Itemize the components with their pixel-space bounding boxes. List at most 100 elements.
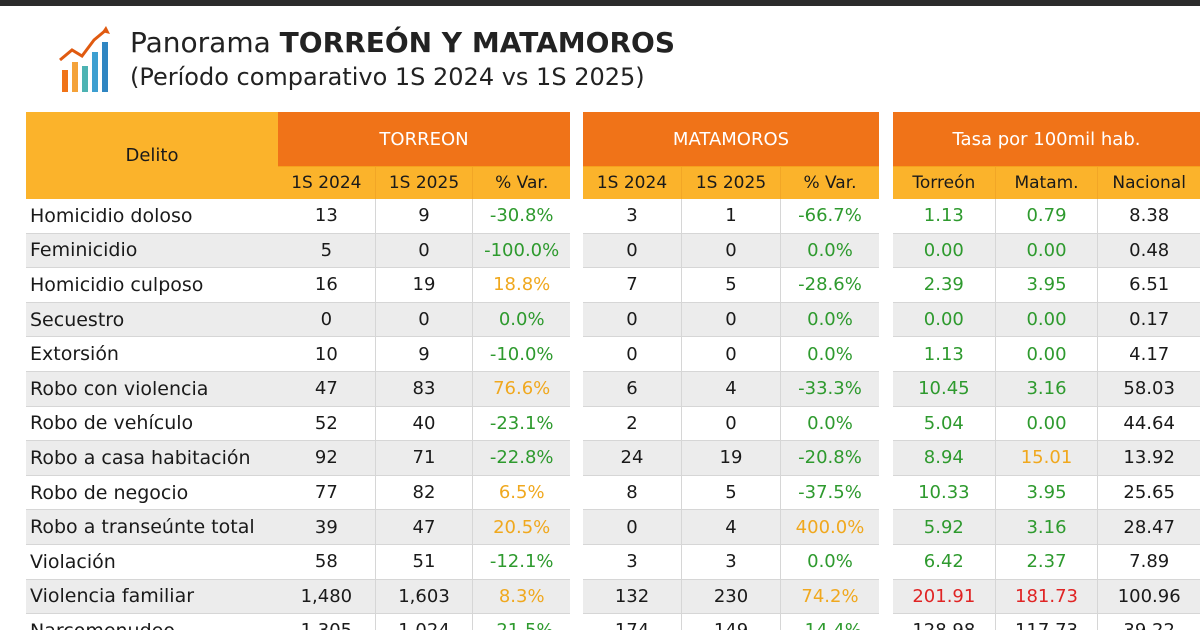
matamoros-cell-m24: 7: [583, 268, 682, 302]
tasa-cell-rm: 0.79: [996, 199, 1099, 233]
torreon-cell-tvar: 76.6%: [493, 378, 551, 400]
torreon-cell-t25: 1,024: [376, 614, 474, 630]
torreon-cell-t24: 39: [278, 510, 376, 544]
torreon-cell-t24: 92: [278, 441, 376, 475]
matamoros-cell-mvar: 0.0%: [807, 412, 853, 434]
tasa-cell-rm: 3.16: [996, 510, 1099, 544]
torreon-cell-t25: 0: [376, 233, 474, 268]
tasa-cell-rn: 0.17: [1129, 309, 1170, 331]
matamoros-table-row: 3 1 -66.7%: [583, 199, 879, 234]
delito-cell-delito: Violación: [30, 550, 116, 573]
torreon-cell-t25: 71: [376, 441, 474, 475]
torreon-cell-t25: 0: [376, 302, 474, 337]
tasa-table-row: 10.33 3.95 25.65: [893, 475, 1200, 511]
delito-table-row: Robo a casa habitación: [26, 441, 278, 476]
matamoros-cell-m24: 6: [583, 371, 682, 406]
matamoros-table-row: 132 230 74.2%: [583, 579, 879, 615]
torreon-table-row: 52 40 -23.1%: [278, 406, 570, 442]
matamoros-cell-m25: 5: [682, 475, 781, 510]
matamoros-cell-m24: 3: [583, 544, 682, 579]
tasa-cell-rt: 5.04: [893, 406, 996, 441]
matamoros-cell-m25: 3: [682, 544, 781, 579]
matamoros-table-row: 2 0 0.0%: [583, 406, 879, 442]
matamoros-table-row: 0 0 0.0%: [583, 233, 879, 269]
tasa-cell-rt: 1.13: [893, 199, 996, 233]
tasa-cell-rn: 39.22: [1098, 614, 1200, 630]
tasa-col-matamoros: Matam.: [996, 167, 1099, 199]
matamoros-header: MATAMOROS: [583, 112, 879, 166]
matamoros-cell-m24: 174: [583, 614, 682, 630]
tasa-cell-rt: 6.42: [893, 544, 996, 579]
delito-cell-delito: Extorsión: [30, 343, 119, 366]
matamoros-cell-m25: 0: [682, 406, 781, 441]
matamoros-panel: MATAMOROS 1S 2024 1S 2025 % Var. 3 1 -66.7…: [583, 112, 879, 630]
matamoros-cell-m25: 0: [682, 337, 781, 371]
torreon-table-row: 92 71 -22.8%: [278, 441, 570, 476]
torreon-table-row: 13 9 -30.8%: [278, 199, 570, 234]
matamoros-cell-mvar: -33.3%: [798, 378, 862, 400]
tasa-table-row: 201.91 181.73 100.96: [893, 579, 1200, 615]
torreon-cell-tvar: 0.0%: [498, 309, 545, 331]
tasa-table-row: 0.00 0.00 0.17: [893, 302, 1200, 338]
delito-cell-delito: Robo de vehículo: [30, 412, 194, 435]
torreon-table-row: 0 0 0.0%: [278, 302, 570, 338]
torreon-cell-t24: 5: [278, 233, 376, 268]
matamoros-table-row: 7 5 -28.6%: [583, 268, 879, 303]
matamoros-cell-m24: 132: [583, 579, 682, 614]
tasa-cell-rm: 117.73: [996, 614, 1099, 630]
tasa-cell-rm: 0.00: [996, 337, 1099, 371]
torreon-cell-t24: 58: [278, 544, 376, 579]
torreon-cell-tvar: 18.8%: [493, 274, 551, 296]
matamoros-cell-m24: 8: [583, 475, 682, 510]
delito-table-row: Robo de vehículo: [26, 407, 278, 442]
delito-cell-delito: Robo a casa habitación: [30, 446, 251, 469]
matamoros-table-row: 174149-14.4%: [583, 614, 879, 630]
tasa-cell-rt: 2.39: [893, 268, 996, 302]
delito-cell-delito: Narcomenudeo: [26, 614, 278, 630]
tasa-cell-rt: 10.45: [893, 371, 996, 406]
matamoros-cell-mvar: -37.5%: [798, 482, 862, 504]
torreon-subheader: 1S 2024 1S 2025 % Var.: [278, 166, 570, 199]
tasa-header: Tasa por 100mil hab.: [893, 112, 1200, 166]
matamoros-col-2024: 1S 2024: [583, 167, 682, 199]
tasa-cell-rt: 128.98: [893, 614, 996, 630]
torreon-cell-t24: 10: [278, 337, 376, 371]
torreon-panel: TORREON 1S 2024 1S 2025 % Var. 13 9 -30.8%…: [278, 112, 570, 630]
tasa-table-row: 0.00 0.00 0.48: [893, 233, 1200, 269]
tasa-table-row: 1.13 0.00 4.17: [893, 337, 1200, 372]
torreon-cell-tvar: -100.0%: [484, 239, 560, 261]
matamoros-cell-m25: 4: [682, 510, 781, 544]
tasa-col-nacional: Nacional: [1112, 173, 1186, 193]
matamoros-cell-mvar: 400.0%: [795, 516, 865, 538]
tasa-cell-rm: 0.00: [996, 406, 1099, 441]
torreon-table-row: 39 47 20.5%: [278, 510, 570, 545]
page-subtitle: (Período comparativo 1S 2024 vs 1S 2025): [130, 63, 645, 91]
torreon-cell-tvar: 8.3%: [498, 585, 545, 607]
delito-body: Homicidio doloso Feminicidio Homicidio cul…: [26, 199, 278, 630]
torreon-table-row: 1,480 1,603 8.3%: [278, 579, 570, 615]
delito-cell-delito: Homicidio culposo: [30, 273, 204, 296]
tasa-col-torreon: Torreón: [893, 167, 996, 199]
delito-table-row: Violación: [26, 545, 278, 580]
torreon-cell-tvar: -23.1%: [489, 412, 554, 434]
torreon-col-2025: 1S 2025: [376, 167, 474, 199]
torreon-body: 13 9 -30.8% 5 0 -100.0% 16 19 18.8% 0 0 0.0% 10 9 -10.…: [278, 199, 570, 630]
delito-table-row: Feminicidio: [26, 233, 278, 269]
delito-cell-delito: Feminicidio: [30, 239, 138, 262]
torreon-cell-t25: 82: [376, 475, 474, 510]
matamoros-table-row: 0 0 0.0%: [583, 302, 879, 338]
matamoros-table-row: 8 5 -37.5%: [583, 475, 879, 511]
matamoros-cell-m25: 0: [682, 233, 781, 268]
torreon-cell-tvar: 20.5%: [493, 516, 551, 538]
tasa-cell-rn: 25.65: [1123, 482, 1175, 504]
tasa-cell-rn: 0.48: [1129, 239, 1170, 261]
tasa-table-row: 1.13 0.79 8.38: [893, 199, 1200, 234]
matamoros-cell-m25: 19: [682, 441, 781, 475]
tasa-cell-rn: 58.03: [1123, 378, 1175, 400]
delito-table-row: Secuestro: [26, 302, 278, 338]
delito-table-row: Narcomenudeo: [26, 614, 278, 630]
matamoros-cell-mvar: 74.2%: [801, 585, 859, 607]
delito-cell-delito: Robo a transeúnte total: [30, 516, 255, 539]
torreon-table-row: 16 19 18.8%: [278, 268, 570, 303]
delito-cell-delito: Homicidio doloso: [30, 204, 193, 227]
